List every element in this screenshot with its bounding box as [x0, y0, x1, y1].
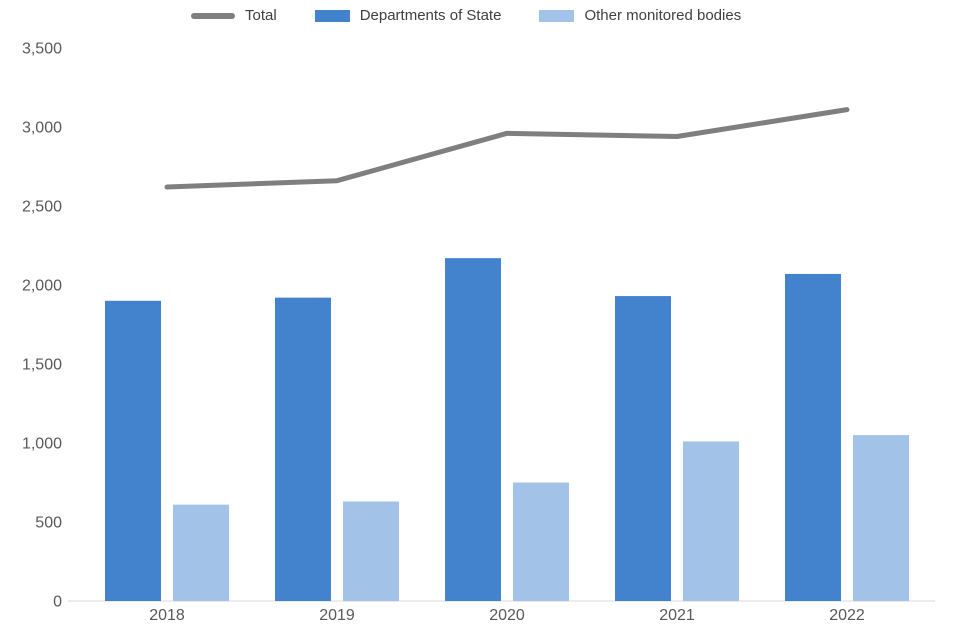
departments-of-state-swatch — [314, 9, 350, 22]
y-tick-label: 1,000 — [22, 436, 62, 453]
total-line-swatch — [191, 12, 235, 19]
bar-departments-of-state-2021 — [615, 296, 671, 601]
y-tick-label: 2,500 — [22, 199, 62, 216]
bar-other-monitored-bodies-2022 — [853, 435, 909, 601]
legend-item-total: Total — [191, 7, 277, 24]
bar-other-monitored-bodies-2019 — [343, 501, 399, 601]
y-tick-label: 500 — [35, 515, 62, 532]
x-tick-label: 2019 — [319, 607, 355, 624]
y-tick-label: 2,000 — [22, 278, 62, 295]
bar-departments-of-state-2019 — [275, 297, 331, 601]
bar-other-monitored-bodies-2021 — [683, 441, 739, 601]
legend-item-departments-of-state: Departments of State — [314, 7, 502, 24]
x-tick-label: 2021 — [659, 607, 695, 624]
legend-label-total: Total — [245, 7, 277, 24]
x-tick-label: 2018 — [149, 607, 185, 624]
bar-departments-of-state-2020 — [445, 258, 501, 601]
y-tick-label: 3,500 — [22, 41, 62, 58]
y-tick-label: 0 — [53, 594, 62, 611]
x-tick-label: 2020 — [489, 607, 525, 624]
total-line — [164, 107, 850, 190]
y-tick-label: 3,000 — [22, 120, 62, 137]
x-tick-label: 2022 — [829, 607, 865, 624]
bar-departments-of-state-2018 — [105, 300, 161, 601]
y-tick-label: 1,500 — [22, 357, 62, 374]
bar-other-monitored-bodies-2020 — [513, 482, 569, 601]
bar-other-monitored-bodies-2018 — [173, 504, 229, 601]
bar-departments-of-state-2022 — [785, 273, 841, 601]
legend-item-other-monitored-bodies: Other monitored bodies — [539, 7, 741, 24]
chart-legend: Total Departments of State Other monitor… — [191, 7, 741, 24]
other-monitored-bodies-swatch — [539, 9, 575, 22]
legend-label-departments-of-state: Departments of State — [359, 7, 502, 24]
legend-label-other-monitored-bodies: Other monitored bodies — [584, 7, 742, 24]
